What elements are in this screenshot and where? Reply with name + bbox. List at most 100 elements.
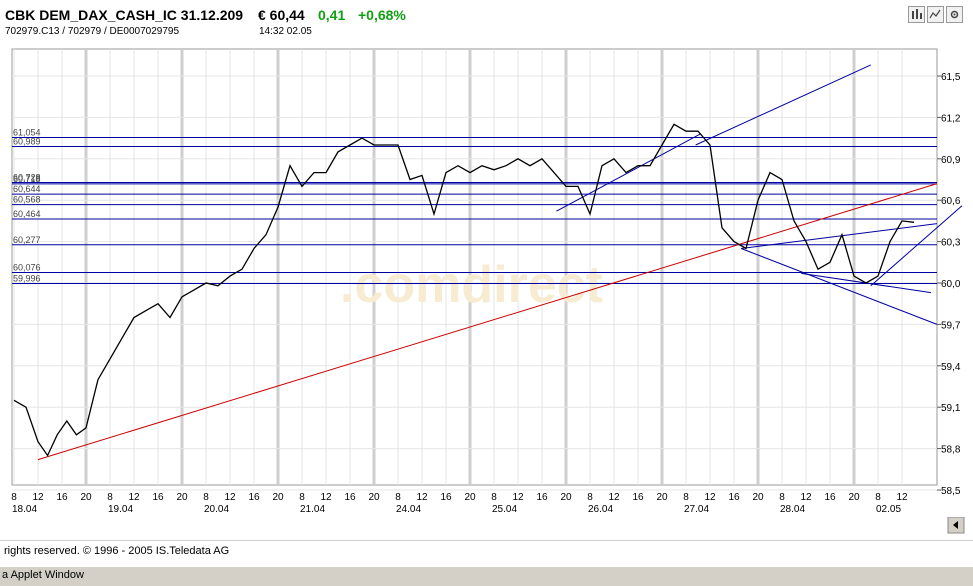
y-tick-label: 59,4 xyxy=(941,362,961,373)
x-tick-label: 16 xyxy=(728,492,740,503)
status-text: a Applet Window xyxy=(2,569,84,581)
x-tick-label: 20 xyxy=(176,492,188,503)
quote-time: 14:32 02.05 xyxy=(259,26,312,37)
x-day-label: 25.04 xyxy=(492,504,517,515)
x-day-label: 02.05 xyxy=(876,504,901,515)
x-tick-label: 16 xyxy=(56,492,68,503)
last-price: € 60,44 xyxy=(258,7,305,23)
chevron-left-icon xyxy=(953,521,958,529)
x-tick-label: 20 xyxy=(464,492,476,503)
x-tick-label: 8 xyxy=(395,492,401,503)
x-tick-label: 8 xyxy=(587,492,593,503)
trend-line-support xyxy=(37,183,938,461)
x-tick-label: 8 xyxy=(491,492,497,503)
level-label: 60,277 xyxy=(13,235,41,245)
trend-line-channel xyxy=(741,223,938,249)
level-label: 60,989 xyxy=(13,137,41,147)
grid-lines xyxy=(12,49,937,491)
footer: rights reserved. © 1996 - 2005 IS.Teleda… xyxy=(0,540,973,567)
y-tick-label: 59,7 xyxy=(941,320,961,331)
x-tick-label: 12 xyxy=(416,492,428,503)
x-tick-label: 16 xyxy=(152,492,164,503)
quote-header: CBK DEM_DAX_CASH_IC 31.12.209 € 60,44 0,… xyxy=(0,0,973,44)
x-tick-label: 8 xyxy=(107,492,113,503)
x-tick-label: 20 xyxy=(80,492,92,503)
x-day-label: 24.04 xyxy=(396,504,421,515)
level-label: 60,464 xyxy=(13,209,41,219)
instrument-ids: 702979.C13 / 702979 / DE0007029795 xyxy=(5,26,180,37)
level-label: 60,644 xyxy=(13,184,41,194)
x-tick-label: 8 xyxy=(779,492,785,503)
plot-area xyxy=(11,48,938,486)
x-tick-label: 12 xyxy=(128,492,140,503)
level-label: 59,996 xyxy=(13,274,41,284)
x-tick-label: 16 xyxy=(440,492,452,503)
x-tick-label: 20 xyxy=(272,492,284,503)
y-tick-label: 60,3 xyxy=(941,238,961,249)
y-tick-label: 58,5 xyxy=(941,486,961,497)
price-change-percent: +0,68% xyxy=(358,7,406,23)
x-day-label: 21.04 xyxy=(300,504,325,515)
x-axis: 8 12 16 20 8 12 16 20 8 12 16 20 8 12 16 20 8 12 16 20 8 12 16… xyxy=(11,492,908,515)
x-tick-label: 20 xyxy=(752,492,764,503)
y-tick-label: 58,8 xyxy=(941,445,961,456)
x-day-label: 20.04 xyxy=(204,504,229,515)
watermark: .comdirect xyxy=(340,256,603,314)
trend-lines xyxy=(37,64,963,461)
x-tick-label: 20 xyxy=(656,492,668,503)
x-tick-label: 16 xyxy=(344,492,356,503)
x-tick-label: 20 xyxy=(560,492,572,503)
instrument-title: CBK DEM_DAX_CASH_IC 31.12.209 xyxy=(5,7,244,23)
x-day-label: 27.04 xyxy=(684,504,709,515)
x-day-label: 19.04 xyxy=(108,504,133,515)
x-tick-label: 12 xyxy=(896,492,908,503)
y-tick-label: 60,0 xyxy=(941,279,961,290)
x-tick-label: 12 xyxy=(608,492,620,503)
y-tick-label: 61,2 xyxy=(941,113,961,124)
x-tick-label: 12 xyxy=(704,492,716,503)
x-tick-label: 12 xyxy=(224,492,236,503)
x-tick-label: 16 xyxy=(632,492,644,503)
y-tick-label: 61,5 xyxy=(941,72,961,83)
x-tick-label: 16 xyxy=(536,492,548,503)
toolbar xyxy=(908,6,963,23)
x-day-label: 28.04 xyxy=(780,504,805,515)
level-label: 60,718 xyxy=(13,174,41,184)
x-tick-label: 12 xyxy=(512,492,524,503)
x-tick-label: 8 xyxy=(203,492,209,503)
x-tick-label: 20 xyxy=(368,492,380,503)
price-change: 0,41 xyxy=(318,7,346,23)
price-series-line xyxy=(13,123,915,457)
x-day-label: 18.04 xyxy=(12,504,37,515)
x-tick-label: 12 xyxy=(32,492,44,503)
x-tick-label: 12 xyxy=(800,492,812,503)
indicator-icon[interactable] xyxy=(927,6,944,23)
x-tick-label: 8 xyxy=(299,492,305,503)
x-day-label: 26.04 xyxy=(588,504,613,515)
level-label: 60,728 xyxy=(13,173,41,183)
x-tick-label: 8 xyxy=(875,492,881,503)
x-tick-label: 16 xyxy=(248,492,260,503)
trend-line-channel xyxy=(695,64,872,146)
y-tick-label: 59,1 xyxy=(941,403,961,414)
x-tick-label: 8 xyxy=(11,492,17,503)
status-bar: a Applet Window xyxy=(0,566,973,586)
trend-line-channel xyxy=(556,133,701,212)
x-tick-label: 16 xyxy=(824,492,836,503)
level-label: 60,568 xyxy=(13,195,41,205)
settings-icon[interactable] xyxy=(946,6,963,23)
horizontal-scrollbar[interactable] xyxy=(0,516,973,535)
copyright-text: rights reserved. © 1996 - 2005 IS.Teleda… xyxy=(4,545,230,557)
x-tick-label: 8 xyxy=(683,492,689,503)
level-label: 61,054 xyxy=(13,128,41,138)
y-tick-label: 60,6 xyxy=(941,196,961,207)
x-tick-label: 20 xyxy=(848,492,860,503)
trend-line-channel xyxy=(870,205,963,287)
chart-type-icon[interactable] xyxy=(908,6,925,23)
y-tick-label: 60,9 xyxy=(941,155,961,166)
trend-line-channel xyxy=(741,248,938,325)
level-label: 60,076 xyxy=(13,263,41,273)
x-tick-label: 12 xyxy=(320,492,332,503)
y-axis: 58,5 58,8 59,1 59,4 59,7 60,0 60,3 60,6 60,9 61,2… xyxy=(937,72,961,497)
